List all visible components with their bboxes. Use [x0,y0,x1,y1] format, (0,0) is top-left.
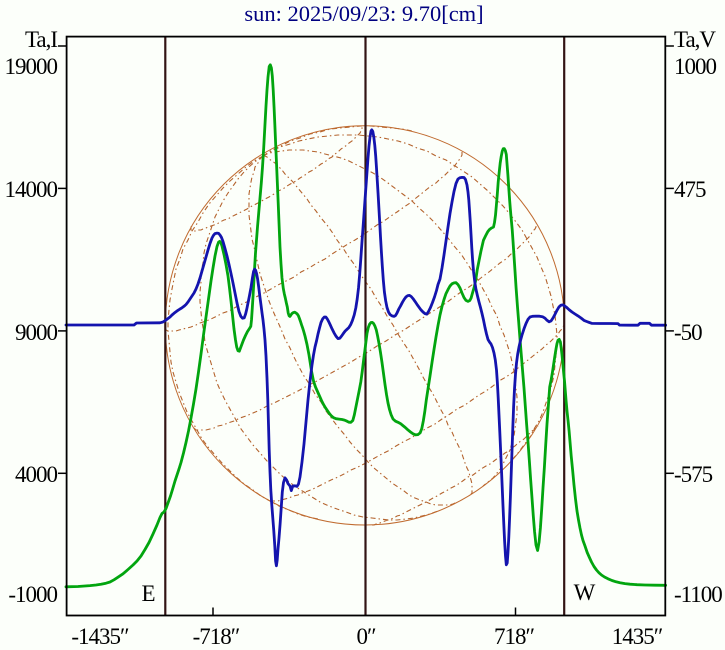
svg-text:-1100: -1100 [674,582,722,607]
svg-text:475: 475 [674,177,706,202]
svg-text:-50: -50 [674,320,702,345]
svg-text:19000: 19000 [5,54,58,79]
svg-text:sun: 2025/09/23: 9.70[cm]: sun: 2025/09/23: 9.70[cm] [244,1,483,26]
svg-text:-1000: -1000 [8,582,57,607]
svg-text:1435″: 1435″ [612,624,663,649]
svg-text:Ta,I: Ta,I [25,27,57,52]
svg-text:-1435″: -1435″ [71,624,129,649]
svg-text:-575: -575 [674,462,713,487]
svg-text:E: E [141,581,154,606]
svg-text:14000: 14000 [5,177,58,202]
svg-text:Ta,V: Ta,V [674,27,716,52]
svg-text:9000: 9000 [15,320,58,345]
svg-text:-718″: -718″ [193,624,240,649]
svg-text:4000: 4000 [15,462,58,487]
svg-text:W: W [574,580,596,605]
svg-text:0″: 0″ [356,624,376,649]
svg-text:718″: 718″ [494,624,535,649]
svg-text:1000: 1000 [674,54,717,79]
